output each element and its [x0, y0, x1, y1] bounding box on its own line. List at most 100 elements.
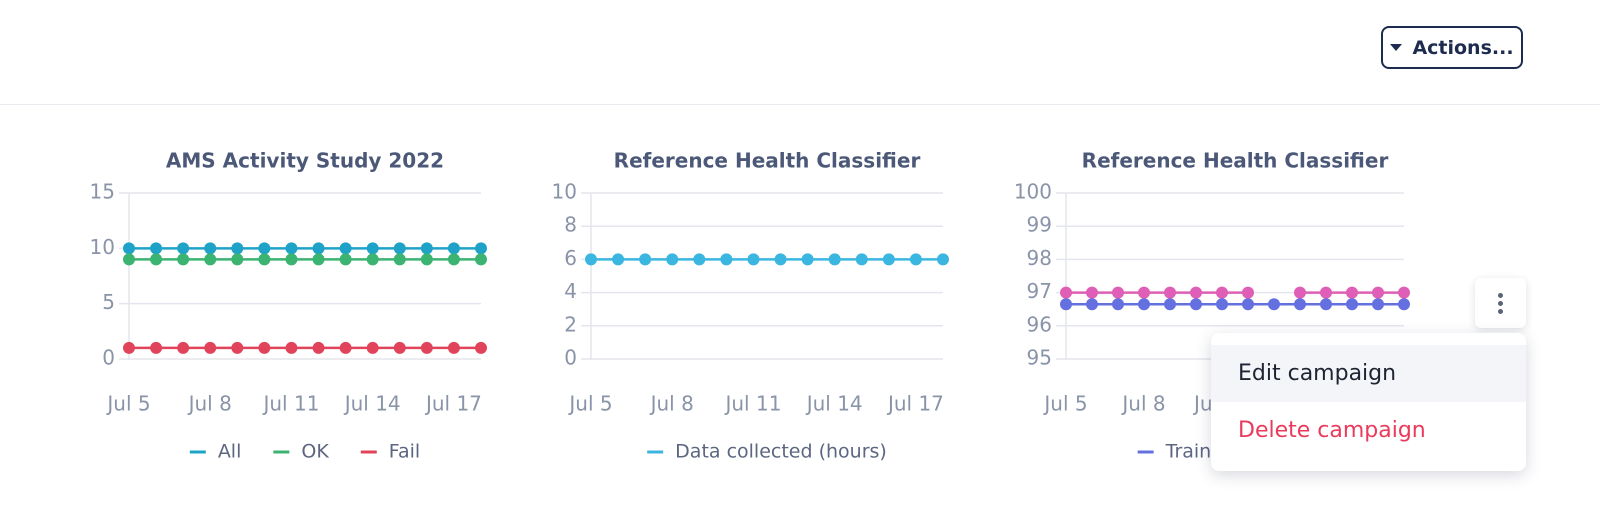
data-point — [393, 253, 406, 266]
data-point — [339, 242, 352, 255]
data-point — [204, 253, 217, 266]
data-point — [1320, 298, 1332, 311]
data-point — [258, 253, 271, 266]
data-point — [1060, 286, 1072, 299]
data-point — [339, 341, 352, 354]
data-point — [285, 341, 298, 354]
data-point — [177, 242, 190, 255]
y-tick-label: 0 — [564, 346, 577, 370]
data-point — [231, 242, 244, 255]
legend-label: Fail — [389, 441, 420, 463]
dot — [1498, 300, 1503, 306]
data-point — [447, 341, 460, 354]
data-point — [366, 242, 379, 255]
data-point — [1138, 298, 1150, 311]
data-point — [1294, 286, 1306, 299]
data-point — [585, 253, 597, 266]
data-point — [1190, 286, 1202, 299]
y-tick-label: 5 — [102, 290, 115, 314]
y-tick-label: 8 — [564, 213, 577, 237]
y-tick-label: 100 — [1014, 180, 1052, 204]
y-tick-label: 4 — [564, 279, 577, 303]
x-tick-label: Jul 14 — [805, 392, 863, 416]
data-point — [828, 253, 841, 266]
data-point — [420, 341, 433, 354]
data-point — [909, 253, 922, 266]
data-point — [774, 253, 787, 266]
data-point — [1112, 298, 1124, 311]
data-point — [258, 242, 271, 255]
x-tick-label: Jul 5 — [105, 392, 150, 416]
y-tick-label: 10 — [552, 180, 577, 204]
legend-label: OK — [301, 441, 329, 463]
data-point — [312, 242, 325, 255]
data-point — [150, 242, 163, 255]
data-point — [204, 341, 217, 354]
data-point — [204, 242, 217, 255]
data-point — [366, 341, 379, 354]
data-point — [1372, 298, 1384, 311]
data-point — [1242, 298, 1254, 311]
y-tick-label: 95 — [1027, 346, 1052, 370]
data-point — [150, 341, 163, 354]
more-button[interactable] — [1475, 278, 1526, 328]
actions-button[interactable]: Actions... — [1381, 26, 1523, 69]
data-point — [1268, 298, 1280, 311]
chart-title: AMS Activity Study 2022 — [166, 149, 444, 173]
data-point — [1372, 286, 1384, 299]
data-point — [720, 253, 733, 266]
y-tick-label: 0 — [102, 346, 115, 370]
data-point — [1294, 298, 1306, 311]
data-point — [1398, 298, 1410, 311]
data-point — [339, 253, 352, 266]
data-point — [420, 253, 433, 266]
x-tick-label: Jul 5 — [1042, 392, 1087, 416]
data-point — [747, 253, 760, 266]
legend-label: Data collected (hours) — [675, 441, 887, 463]
data-point — [366, 253, 379, 266]
data-point — [1346, 286, 1358, 299]
data-point — [1138, 286, 1150, 299]
y-tick-label: 99 — [1027, 213, 1052, 237]
y-tick-label: 15 — [90, 180, 115, 204]
data-point — [1112, 286, 1124, 299]
x-tick-label: Jul 5 — [567, 392, 612, 416]
y-tick-label: 2 — [564, 312, 577, 336]
data-point — [123, 253, 135, 266]
data-point — [231, 253, 244, 266]
data-point — [666, 253, 679, 266]
x-tick-label: Jul 17 — [886, 392, 944, 416]
data-point — [447, 253, 460, 266]
caret-icon — [1390, 44, 1403, 51]
data-point — [258, 341, 271, 354]
data-point — [1164, 286, 1176, 299]
x-tick-label: Jul 17 — [424, 392, 482, 416]
data-point — [612, 253, 625, 266]
data-point — [231, 341, 244, 354]
data-point — [285, 242, 298, 255]
dot — [1498, 292, 1503, 298]
x-tick-label: Jul 14 — [343, 392, 401, 416]
data-point — [285, 253, 298, 266]
data-point — [1164, 298, 1176, 311]
x-tick-label: Jul 8 — [1120, 392, 1165, 416]
y-tick-label: 97 — [1027, 279, 1052, 303]
actions-label: Actions... — [1412, 36, 1514, 59]
data-point — [312, 253, 325, 266]
menu-item-edit[interactable]: Edit campaign — [1211, 345, 1526, 402]
data-point — [1086, 286, 1098, 299]
data-point — [937, 253, 949, 266]
x-tick-label: Jul 8 — [187, 392, 232, 416]
y-tick-label: 98 — [1027, 246, 1052, 270]
data-point — [1346, 298, 1358, 311]
y-tick-label: 96 — [1027, 312, 1052, 336]
chart-title: Reference Health Classifier — [614, 149, 921, 173]
data-point — [475, 242, 487, 255]
x-tick-label: Jul 11 — [261, 392, 319, 416]
data-point — [1398, 286, 1410, 299]
data-point — [1216, 286, 1228, 299]
data-point — [1086, 298, 1098, 311]
menu-item-delete[interactable]: Delete campaign — [1238, 418, 1426, 443]
data-point — [177, 341, 190, 354]
data-point — [1190, 298, 1202, 311]
